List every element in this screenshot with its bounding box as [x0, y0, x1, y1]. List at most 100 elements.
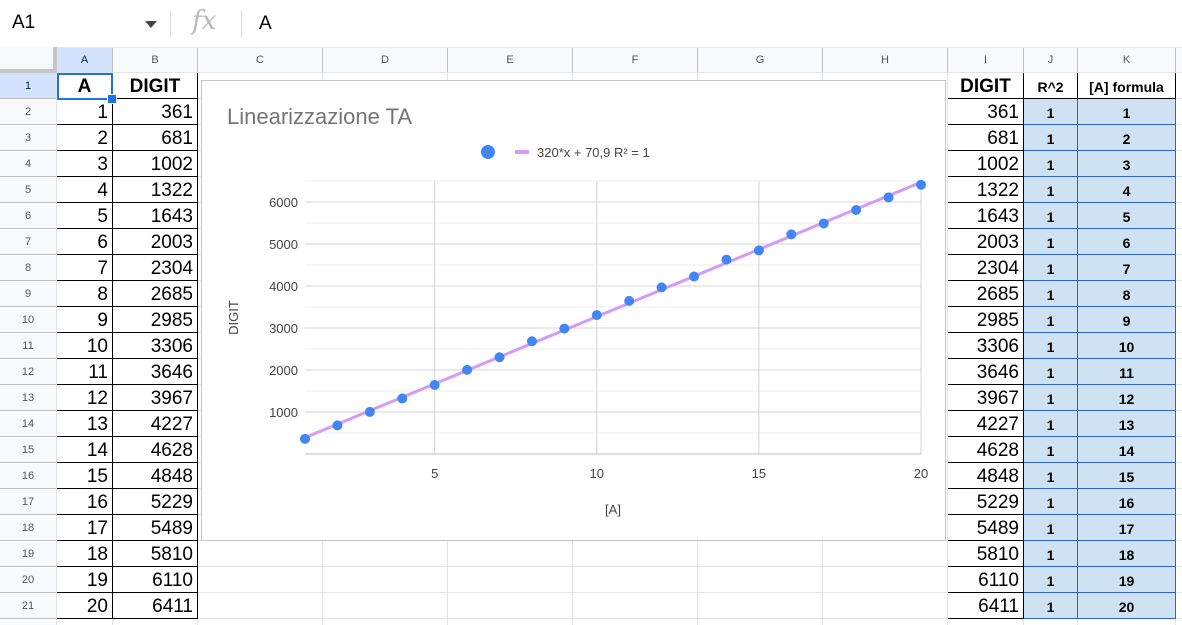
cell-a-value[interactable]: 18 [57, 541, 113, 567]
cell-i-digit[interactable]: 1643 [948, 203, 1024, 229]
column-header-e[interactable]: E [448, 48, 573, 73]
cell-k-formula[interactable]: 12 [1078, 385, 1176, 411]
cell-k-formula[interactable]: 18 [1078, 541, 1176, 567]
cell-i-digit[interactable]: 5229 [948, 489, 1024, 515]
name-box-dropdown-icon[interactable] [145, 21, 157, 28]
column-header-a[interactable]: A [57, 48, 113, 73]
cell-i-digit[interactable]: 2985 [948, 307, 1024, 333]
name-box[interactable]: A1 [12, 12, 36, 33]
cell-k1-header[interactable]: [A] formula [1078, 73, 1176, 99]
row-header-13[interactable]: 13 [0, 385, 56, 411]
cell-b-digit[interactable]: 1002 [113, 151, 198, 177]
row-header-11[interactable]: 11 [0, 333, 56, 359]
cell-a-value[interactable]: 2 [57, 125, 113, 151]
fill-handle[interactable] [107, 94, 117, 104]
cell-i-digit[interactable]: 4227 [948, 411, 1024, 437]
column-header-d[interactable]: D [323, 48, 448, 73]
cell-i-digit[interactable]: 5489 [948, 515, 1024, 541]
cell-k-formula[interactable]: 8 [1078, 281, 1176, 307]
cell-k-formula[interactable]: 7 [1078, 255, 1176, 281]
cell-a-value[interactable]: 16 [57, 489, 113, 515]
cell-a-value[interactable]: 4 [57, 177, 113, 203]
cell-b-digit[interactable]: 6411 [113, 593, 198, 619]
cell-j-r2[interactable]: 1 [1024, 437, 1078, 463]
cell-a-value[interactable]: 11 [57, 359, 113, 385]
cell-k-formula[interactable]: 20 [1078, 593, 1176, 619]
column-header-k[interactable]: K [1078, 48, 1176, 73]
cell-k-formula[interactable]: 14 [1078, 437, 1176, 463]
cell-j-r2[interactable]: 1 [1024, 463, 1078, 489]
row-header-8[interactable]: 8 [0, 255, 56, 281]
cell-a-value[interactable]: 20 [57, 593, 113, 619]
cell-j1-header[interactable]: R^2 [1024, 73, 1078, 99]
cell-k-formula[interactable]: 3 [1078, 151, 1176, 177]
cell-i-digit[interactable]: 6110 [948, 567, 1024, 593]
cell-a-value[interactable]: 13 [57, 411, 113, 437]
row-header-6[interactable]: 6 [0, 203, 56, 229]
row-header-3[interactable]: 3 [0, 125, 56, 151]
column-header-i[interactable]: I [948, 48, 1024, 73]
column-header-j[interactable]: J [1024, 48, 1078, 73]
row-header-21[interactable]: 21 [0, 593, 56, 619]
cell-a-value[interactable]: 10 [57, 333, 113, 359]
cell-a-value[interactable]: 1 [57, 99, 113, 125]
cell-b-digit[interactable]: 1322 [113, 177, 198, 203]
column-header-g[interactable]: G [698, 48, 823, 73]
cell-i-digit[interactable]: 2685 [948, 281, 1024, 307]
cell-k-formula[interactable]: 16 [1078, 489, 1176, 515]
cell-a-value[interactable]: 5 [57, 203, 113, 229]
cell-j-r2[interactable]: 1 [1024, 151, 1078, 177]
cell-j-r2[interactable]: 1 [1024, 99, 1078, 125]
cell-k-formula[interactable]: 1 [1078, 99, 1176, 125]
cell-b1-header[interactable]: DIGIT [113, 73, 198, 99]
row-header-9[interactable]: 9 [0, 281, 56, 307]
cell-j-r2[interactable]: 1 [1024, 307, 1078, 333]
row-header-12[interactable]: 12 [0, 359, 56, 385]
column-header-b[interactable]: B [113, 48, 198, 73]
cell-j-r2[interactable]: 1 [1024, 541, 1078, 567]
cell-a-value[interactable]: 14 [57, 437, 113, 463]
row-header-17[interactable]: 17 [0, 489, 56, 515]
row-header-20[interactable]: 20 [0, 567, 56, 593]
cell-a-value[interactable]: 12 [57, 385, 113, 411]
cell-i-digit[interactable]: 5810 [948, 541, 1024, 567]
cell-j-r2[interactable]: 1 [1024, 333, 1078, 359]
cell-j-r2[interactable]: 1 [1024, 489, 1078, 515]
formula-input[interactable]: A [259, 13, 272, 34]
cell-a-value[interactable]: 15 [57, 463, 113, 489]
cell-a-value[interactable]: 8 [57, 281, 113, 307]
cell-b-digit[interactable]: 3967 [113, 385, 198, 411]
cell-b-digit[interactable]: 5229 [113, 489, 198, 515]
cell-j-r2[interactable]: 1 [1024, 255, 1078, 281]
row-header-14[interactable]: 14 [0, 411, 56, 437]
column-header-c[interactable]: C [198, 48, 323, 73]
cell-b-digit[interactable]: 5810 [113, 541, 198, 567]
cell-i-digit[interactable]: 3967 [948, 385, 1024, 411]
cell-a-value[interactable]: 7 [57, 255, 113, 281]
cell-k-formula[interactable]: 11 [1078, 359, 1176, 385]
cell-i-digit[interactable]: 3646 [948, 359, 1024, 385]
cell-j-r2[interactable]: 1 [1024, 593, 1078, 619]
cell-i-digit[interactable]: 3306 [948, 333, 1024, 359]
cell-j-r2[interactable]: 1 [1024, 125, 1078, 151]
cell-i-digit[interactable]: 2304 [948, 255, 1024, 281]
cell-b-digit[interactable]: 2985 [113, 307, 198, 333]
column-header-f[interactable]: F [573, 48, 698, 73]
cell-i-digit[interactable]: 1002 [948, 151, 1024, 177]
cell-b-digit[interactable]: 3306 [113, 333, 198, 359]
row-header-18[interactable]: 18 [0, 515, 56, 541]
cell-j-r2[interactable]: 1 [1024, 203, 1078, 229]
cell-k-formula[interactable]: 10 [1078, 333, 1176, 359]
row-header-4[interactable]: 4 [0, 151, 56, 177]
cell-j-r2[interactable]: 1 [1024, 229, 1078, 255]
row-header-1[interactable]: 1 [0, 73, 56, 99]
cell-j-r2[interactable]: 1 [1024, 385, 1078, 411]
cell-i-digit[interactable]: 1322 [948, 177, 1024, 203]
cell-k-formula[interactable]: 13 [1078, 411, 1176, 437]
row-header-10[interactable]: 10 [0, 307, 56, 333]
cell-k-formula[interactable]: 4 [1078, 177, 1176, 203]
cell-k-formula[interactable]: 9 [1078, 307, 1176, 333]
chart[interactable]: Linearizzazione TA 320*x + 70,9 R² = 1 100… [201, 80, 946, 541]
cell-i-digit[interactable]: 681 [948, 125, 1024, 151]
cell-i-digit[interactable]: 4628 [948, 437, 1024, 463]
